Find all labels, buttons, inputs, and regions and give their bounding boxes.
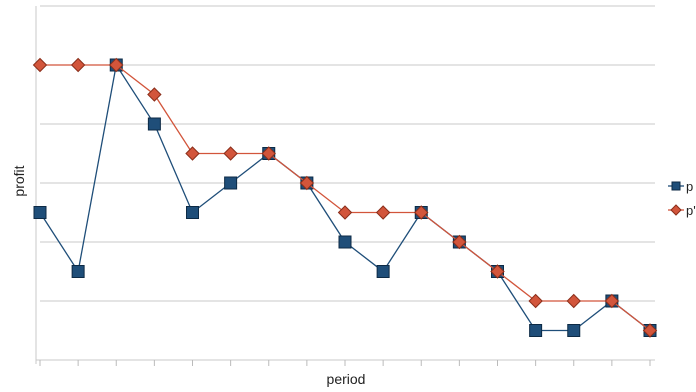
data-point-diamond — [70, 57, 86, 73]
data-point-diamond — [147, 87, 162, 102]
data-point-square — [338, 235, 352, 249]
series-p-prime — [32, 57, 658, 338]
data-point-square — [186, 206, 199, 219]
data-point-square — [71, 265, 85, 278]
gridlines — [40, 5, 655, 361]
series-layer — [32, 57, 658, 338]
data-point-square — [33, 206, 47, 219]
data-point-diamond — [185, 146, 200, 161]
data-point-diamond — [32, 57, 48, 73]
data-point-diamond — [414, 205, 429, 220]
data-point-diamond — [299, 175, 315, 191]
data-point-diamond — [261, 146, 276, 161]
data-point-square — [567, 324, 581, 337]
legend-marker-diamond — [670, 204, 682, 216]
data-point-diamond — [109, 57, 124, 73]
data-point-square — [224, 176, 238, 190]
data-point-diamond — [375, 205, 391, 220]
legend: p p' — [668, 179, 696, 218]
data-point-square — [147, 117, 161, 131]
data-point-diamond — [337, 205, 353, 220]
legend-label: p' — [686, 203, 696, 218]
data-point-diamond — [490, 264, 505, 279]
data-point-diamond — [566, 293, 581, 309]
series-line — [39, 63, 651, 332]
data-point-square — [376, 265, 390, 278]
data-point-square — [529, 324, 543, 337]
y-axis-label: profit — [11, 165, 27, 196]
x-axis-label: period — [327, 371, 366, 387]
data-point-diamond — [452, 234, 467, 250]
legend-label: p — [686, 179, 693, 194]
data-point-diamond — [604, 293, 620, 309]
data-point-diamond — [528, 293, 543, 309]
legend-marker-square — [671, 181, 681, 191]
data-point-diamond — [642, 323, 658, 338]
axes — [35, 6, 655, 366]
series-p — [33, 58, 657, 337]
series-line — [40, 64, 651, 332]
data-point-diamond — [223, 146, 238, 161]
